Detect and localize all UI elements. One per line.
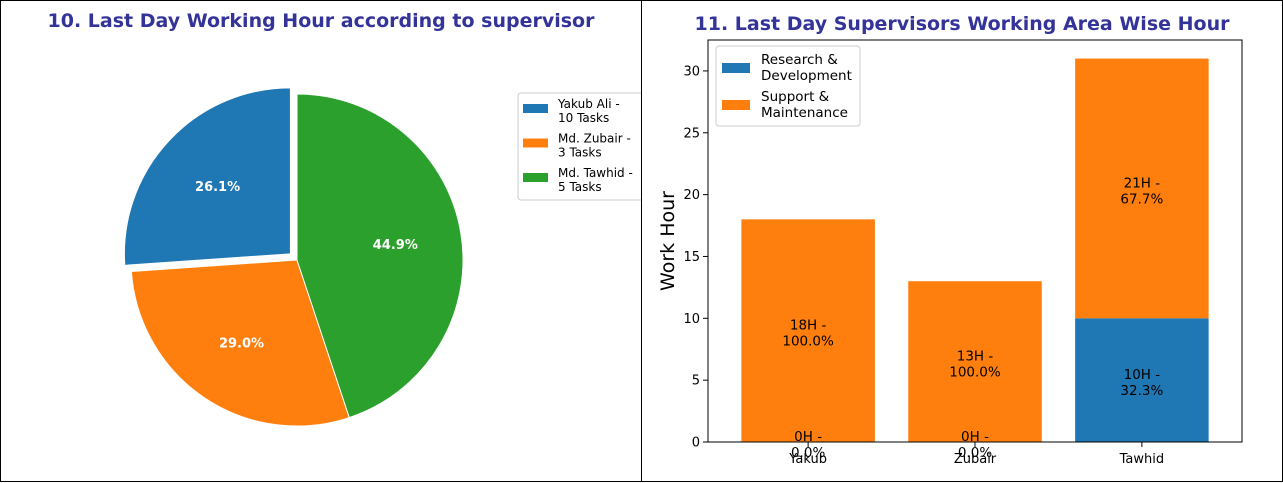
bar-legend-label: Research & Development — [761, 52, 852, 84]
bar-data-label: 13H -100.0% — [949, 349, 1001, 381]
pie-slice — [296, 93, 464, 419]
x-tick-label: Tawhid — [1119, 452, 1165, 467]
bar-data-label: 10H -32.3% — [1120, 367, 1163, 399]
y-tick-label: 15 — [683, 250, 700, 265]
bar-segment — [741, 219, 875, 442]
bar-data-label: 0H -0.0% — [791, 429, 825, 461]
y-tick-label: 0 — [692, 436, 700, 451]
y-axis-label: Work Hour — [657, 191, 679, 291]
pie-chart: 26.1% 29.0% 44.9% Yakub Ali -10 Tasks Md. Zu… — [123, 87, 649, 427]
bar-segment — [908, 281, 1042, 442]
bar-chart-title: 11. Last Day Supervisors Working Area Wi… — [694, 13, 1230, 35]
pie-legend: Yakub Ali -10 Tasks Md. Zubair -3 Tasks Md… — [517, 92, 649, 201]
pie-chart-panel: 10. Last Day Working Hour according to s… — [0, 0, 649, 482]
y-tick-label: 25 — [683, 126, 700, 141]
y-tick-label: 5 — [692, 374, 700, 389]
x-tick-label: Yakub — [788, 452, 827, 467]
pie-slice — [130, 259, 350, 427]
y-tick-label: 10 — [683, 312, 700, 327]
pie-slice-label: 44.9% — [373, 238, 418, 253]
pie-slice-label: 29.0% — [219, 337, 264, 352]
bar-chart: 0 5 10 15 20 25 30 Yakub Zubair Tawhid Work Hour 0H… — [657, 39, 1243, 467]
bar-data-label: 18H -100.0% — [782, 318, 834, 350]
pie-legend-swatch — [523, 104, 548, 113]
bar-legend-box — [715, 45, 861, 127]
x-tick-label: Zubair — [954, 452, 997, 467]
y-tick-label: 20 — [683, 188, 700, 203]
bar-chart-panel: 11. Last Day Supervisors Working Area Wi… — [641, 0, 1283, 482]
pie-legend-label: Yakub Ali -10 Tasks — [557, 97, 620, 125]
bar-segment — [1075, 318, 1209, 442]
pie-slice-label: 26.1% — [195, 180, 240, 195]
pie-legend-label: Md. Tawhid -5 Tasks — [558, 166, 633, 194]
pie-slice — [123, 87, 291, 266]
pie-chart-title: 10. Last Day Working Hour according to s… — [47, 10, 595, 32]
pie-legend-swatch — [523, 138, 548, 148]
bar-legend-label: Support & Maintenance — [761, 89, 848, 121]
bar-legend: Research & Development Support & Maintenanc… — [715, 45, 861, 127]
pie-legend-label: Md. Zubair -3 Tasks — [558, 132, 631, 160]
bar-legend-swatch — [722, 63, 750, 73]
bar-legend-swatch — [722, 100, 750, 110]
bar-data-label: 0H -0.0% — [958, 429, 992, 461]
y-tick-label: 30 — [683, 64, 700, 79]
pie-legend-swatch — [523, 173, 548, 182]
bar-data-label: 21H -67.7% — [1120, 175, 1163, 207]
bar-segment — [1075, 58, 1209, 319]
